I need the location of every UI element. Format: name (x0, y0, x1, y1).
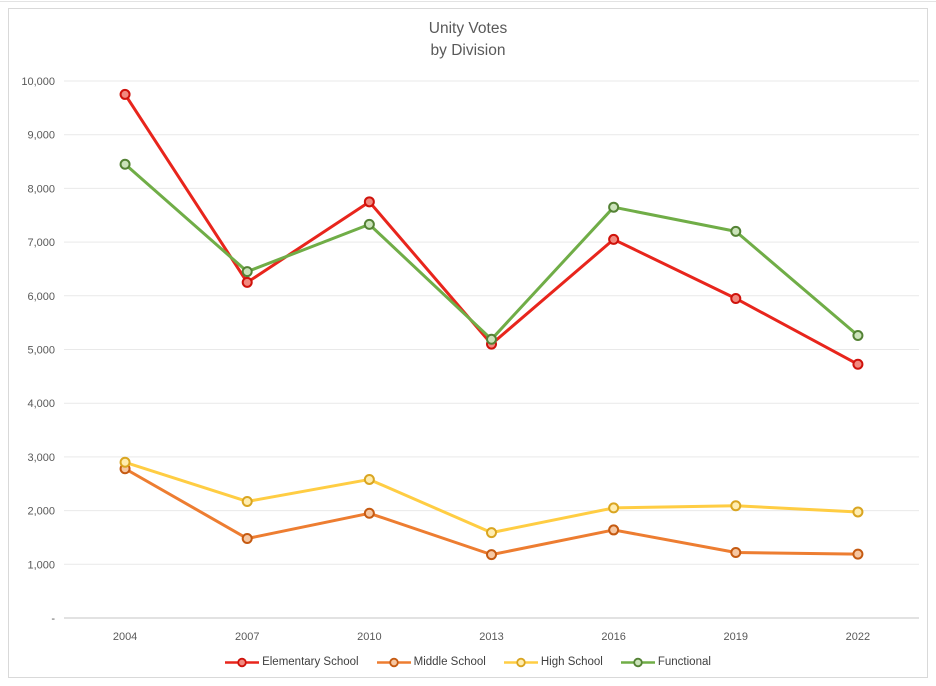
legend-item-functional: Functional (620, 656, 711, 668)
data-marker-high-school-2007 (241, 495, 253, 507)
data-marker-elementary-school-2022 (852, 358, 864, 370)
data-marker-middle-school-2016 (608, 524, 620, 536)
data-marker-high-school-2022 (852, 506, 864, 518)
plot-area: - 1,000 2,000 3,000 4,000 5,000 6,000 7,000 8,00… (21, 76, 919, 643)
data-marker-high-school-2010 (363, 473, 375, 485)
data-marker-middle-school-2022 (852, 548, 864, 560)
y-tick-label: 1,000 (27, 559, 55, 571)
data-marker-middle-school-2010 (363, 507, 375, 519)
data-marker-middle-school-2013 (486, 549, 497, 561)
legend-circle-high-school (516, 657, 526, 667)
data-marker-elementary-school-2016 (608, 233, 620, 245)
legend-marker-high-school-icon (503, 657, 538, 667)
y-tick-label: 8,000 (27, 183, 55, 195)
x-tick-label: 2019 (724, 631, 748, 643)
x-tick-label: 2004 (113, 631, 137, 643)
y-tick-label: 3,000 (27, 452, 55, 464)
legend-circle-functional (633, 657, 643, 667)
y-tick-label: 4,000 (27, 398, 55, 410)
top-divider-line (0, 1, 936, 2)
data-marker-elementary-school-2004 (119, 88, 131, 100)
data-marker-elementary-school-2010 (363, 196, 375, 208)
data-marker-functional-2019 (730, 225, 742, 237)
y-tick-label: 2,000 (27, 506, 55, 518)
y-tick-label: 7,000 (27, 237, 55, 249)
y-tick-label: 6,000 (27, 291, 55, 303)
data-marker-functional-2013 (486, 333, 497, 345)
data-marker-functional-2004 (119, 158, 131, 170)
legend-label-high-school: High School (540, 656, 603, 668)
x-tick-label: 2013 (479, 631, 503, 643)
legend-label-middle-school: Middle School (413, 656, 486, 668)
data-marker-elementary-school-2019 (730, 292, 742, 304)
legend-marker-functional-icon (620, 657, 655, 667)
legend-circle-elementary-school (237, 657, 247, 667)
data-marker-functional-2022 (852, 330, 864, 342)
legend-item-middle-school: Middle School (376, 656, 486, 668)
data-marker-high-school-2004 (119, 456, 131, 468)
chart-title-line1: Unity Votes (428, 20, 508, 37)
data-marker-high-school-2016 (608, 502, 620, 514)
x-tick-label: 2007 (235, 631, 259, 643)
series-line-high-school (123, 460, 860, 535)
y-tick-label: 5,000 (27, 345, 55, 357)
series-line-functional (123, 162, 860, 341)
x-tick-label: 2010 (357, 631, 381, 643)
legend-circle-middle-school (388, 657, 399, 667)
data-marker-middle-school-2007 (241, 533, 253, 545)
data-marker-high-school-2019 (730, 500, 742, 512)
chart-title: Unity Votes by Division (9, 18, 927, 62)
x-tick-label: 2022 (846, 631, 870, 643)
chart-frame: Unity Votes by Division - 1,000 2,000 3,000… (8, 8, 928, 678)
data-marker-functional-2016 (608, 201, 620, 213)
series-line-middle-school (123, 467, 860, 557)
legend-item-high-school: High School (503, 656, 603, 668)
legend-label-functional: Functional (657, 656, 711, 668)
data-marker-elementary-school-2007 (241, 276, 253, 288)
legend-marker-elementary-school-icon (225, 657, 260, 667)
data-marker-middle-school-2019 (730, 546, 742, 558)
data-marker-functional-2007 (241, 266, 253, 278)
legend-item-elementary-school: Elementary School (225, 656, 359, 668)
legend-label-elementary-school: Elementary School (262, 656, 359, 668)
chart-title-line2: by Division (430, 42, 506, 59)
y-tick-label: 10,000 (21, 76, 55, 88)
legend-marker-middle-school-icon (376, 657, 411, 667)
y-tick-label: - (51, 613, 55, 625)
legend: Elementary School Middle School High Schoo… (9, 656, 927, 668)
data-marker-high-school-2013 (486, 527, 497, 539)
y-tick-label: 9,000 (27, 130, 55, 142)
x-tick-label: 2016 (601, 631, 625, 643)
data-marker-functional-2010 (363, 218, 375, 230)
